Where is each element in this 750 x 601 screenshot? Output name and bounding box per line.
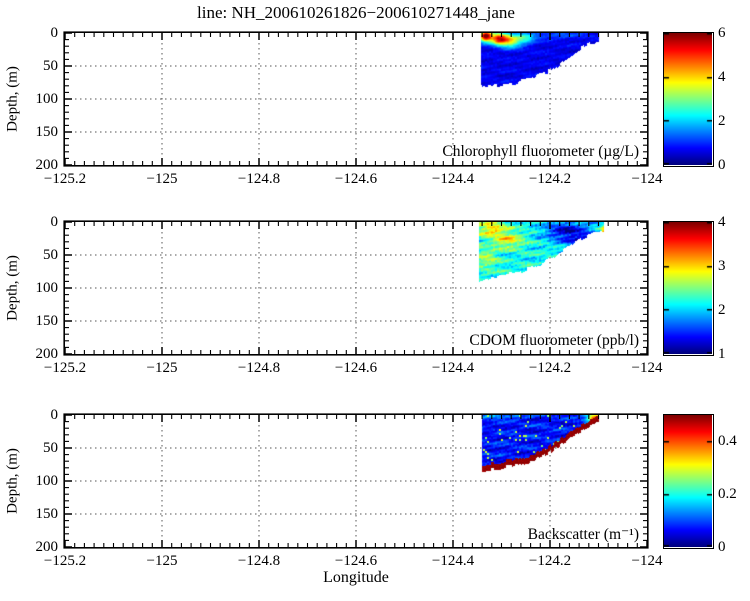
x-tick-label: −124 bbox=[631, 171, 663, 187]
figure-title: line: NH_200610261826−200610271448_jane bbox=[197, 3, 515, 22]
colorbar-tick-label: 0 bbox=[718, 539, 726, 555]
colorbar-tick-label: 6 bbox=[718, 25, 726, 41]
colorbar-tick-label: 0 bbox=[718, 157, 726, 173]
x-tick-label: −125 bbox=[146, 553, 178, 569]
panel-border bbox=[63, 31, 649, 167]
y-tick-label: 0 bbox=[50, 407, 59, 423]
cdom-heatmap bbox=[65, 222, 647, 354]
x-tick-label: −124 bbox=[631, 360, 663, 376]
colorbar-border bbox=[662, 220, 714, 356]
panel-border bbox=[63, 413, 649, 549]
colorbar-tick-label: 2 bbox=[718, 302, 726, 318]
y-tick-label: 200 bbox=[35, 157, 59, 173]
panel-label-cdom: CDOM fluorometer (ppb/l) bbox=[469, 332, 639, 349]
backscatter-heatmap bbox=[65, 415, 647, 547]
x-tick-label: −125 bbox=[146, 171, 178, 187]
y-tick-label: 100 bbox=[35, 280, 59, 296]
x-tick-label: −124.2 bbox=[528, 553, 572, 569]
y-tick-label: 150 bbox=[35, 506, 59, 522]
colorbar-border bbox=[662, 31, 714, 167]
y-tick-label: 150 bbox=[35, 124, 59, 140]
x-tick-label: −124.2 bbox=[528, 360, 572, 376]
colorbar-tick-label: 4 bbox=[718, 69, 726, 85]
y-tick-label: 200 bbox=[35, 346, 59, 362]
colorbar-tick-label: 2 bbox=[718, 113, 726, 129]
colorbar-tick-label: 4 bbox=[718, 214, 726, 230]
colorbar-tick-label: 0.2 bbox=[718, 486, 737, 503]
x-axis-title: Longitude bbox=[323, 569, 389, 586]
x-tick-label: −124.4 bbox=[431, 553, 475, 569]
y-tick-label: 100 bbox=[35, 91, 59, 107]
y-axis-title: Depth, (m) bbox=[4, 66, 21, 132]
x-tick-label: −124 bbox=[631, 553, 663, 569]
backscatter-colorbar bbox=[664, 415, 712, 547]
panel-label-backscatter: Backscatter (m⁻¹) bbox=[527, 526, 639, 543]
y-tick-label: 50 bbox=[43, 58, 58, 74]
colorbar-tick-label: 0.4 bbox=[718, 433, 737, 450]
x-tick-label: −124.4 bbox=[431, 171, 475, 187]
y-axis-title: Depth, (m) bbox=[4, 255, 21, 321]
axes-frame-cdom bbox=[63, 220, 649, 356]
y-tick-label: 50 bbox=[43, 247, 58, 263]
axes-frame-backscatter bbox=[63, 413, 649, 549]
x-tick-label: −124.2 bbox=[528, 171, 572, 187]
x-tick-label: −125.2 bbox=[43, 171, 87, 187]
x-tick-label: −125.2 bbox=[43, 553, 87, 569]
y-tick-label: 200 bbox=[35, 539, 59, 555]
colorbar-tick-label: 1 bbox=[718, 346, 726, 362]
x-tick-label: −124.6 bbox=[334, 360, 378, 376]
colorbar-border bbox=[662, 413, 714, 549]
x-tick-label: −124.8 bbox=[237, 171, 281, 187]
y-axis-title: Depth, (m) bbox=[4, 448, 21, 514]
x-tick-label: −125.2 bbox=[43, 360, 87, 376]
x-tick-label: −124.8 bbox=[237, 553, 281, 569]
x-tick-label: −124.6 bbox=[334, 553, 378, 569]
y-tick-label: 50 bbox=[43, 440, 58, 456]
chlorophyll-colorbar bbox=[664, 33, 712, 165]
x-tick-label: −124.4 bbox=[431, 360, 475, 376]
panel-label-chlorophyll: Chlorophyll fluorometer (µg/L) bbox=[442, 143, 639, 160]
y-tick-label: 150 bbox=[35, 313, 59, 329]
y-tick-label: 0 bbox=[50, 25, 59, 41]
cdom-colorbar bbox=[664, 222, 712, 354]
x-tick-label: −124.8 bbox=[237, 360, 281, 376]
x-tick-label: −125 bbox=[146, 360, 178, 376]
y-tick-label: 100 bbox=[35, 473, 59, 489]
y-tick-label: 0 bbox=[50, 214, 59, 230]
chlorophyll-heatmap bbox=[65, 33, 647, 165]
colorbar-tick-label: 3 bbox=[718, 258, 726, 274]
axes-frame-chlorophyll bbox=[63, 31, 649, 167]
panel-border bbox=[63, 220, 649, 356]
x-tick-label: −124.6 bbox=[334, 171, 378, 187]
